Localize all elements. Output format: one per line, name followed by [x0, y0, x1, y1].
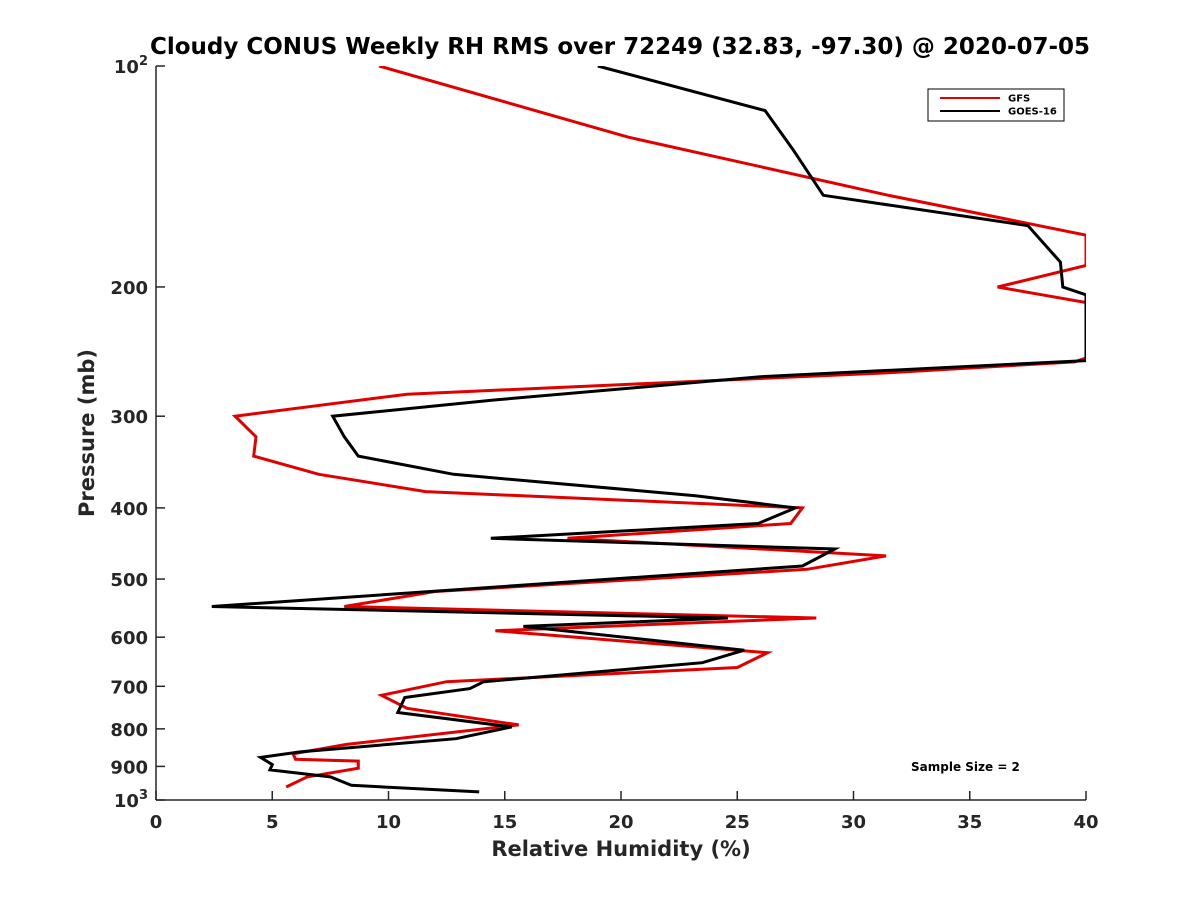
- y-tick-label: 500: [110, 570, 148, 591]
- legend-label-goes-16: GOES-16: [1008, 107, 1057, 118]
- x-tick-label: 20: [608, 812, 633, 833]
- x-tick-label: 30: [841, 812, 866, 833]
- y-tick-label: 900: [110, 757, 148, 778]
- series-line-goes-16: [211, 66, 1086, 794]
- plot-area: [156, 66, 1086, 800]
- x-tick-label: 0: [150, 812, 163, 833]
- x-ticks: 0 5 10 15 20 25 30 35 40: [150, 791, 1099, 833]
- y-tick-label: 800: [110, 720, 148, 741]
- y-tick-label: 400: [110, 499, 148, 520]
- legend-label-gfs: GFS: [1008, 94, 1030, 105]
- y-tick-label: 300: [110, 407, 148, 428]
- x-tick-label: 40: [1073, 812, 1098, 833]
- x-axis-label: Relative Humidity (%): [491, 837, 750, 861]
- sample-size-annotation: Sample Size = 2: [911, 760, 1020, 774]
- x-tick-label: 15: [492, 812, 517, 833]
- chart-title: Cloudy CONUS Weekly RH RMS over 72249 (3…: [150, 34, 1090, 60]
- y-tick-label: 200: [110, 278, 148, 299]
- x-tick-label: 10: [376, 812, 401, 833]
- y-tick-label: 102: [114, 54, 148, 78]
- y-axis-label: Pressure (mb): [75, 349, 99, 517]
- series-layer: [211, 66, 1086, 794]
- legend: GFS GOES-16: [927, 88, 1065, 122]
- x-tick-label: 25: [725, 812, 750, 833]
- x-tick-label: 35: [957, 812, 982, 833]
- legend-box: [927, 88, 1065, 122]
- x-tick-label: 5: [266, 812, 279, 833]
- y-ticks: 102 200 300 400 500 600 700 800 900 103: [110, 54, 165, 812]
- y-tick-label: 103: [114, 788, 148, 812]
- y-tick-label: 700: [110, 677, 148, 698]
- y-tick-label: 600: [110, 628, 148, 649]
